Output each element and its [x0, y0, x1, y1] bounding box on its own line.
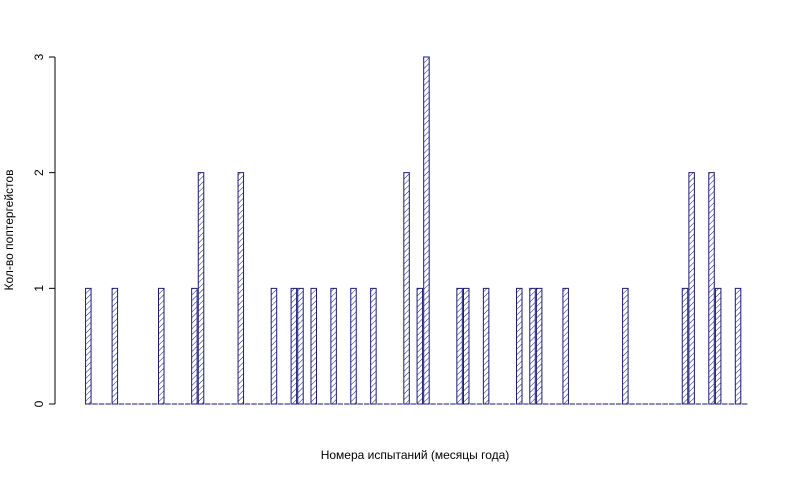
bar [516, 287, 523, 405]
bar [310, 287, 317, 405]
bar [237, 172, 245, 405]
y-tick-label: 1 [32, 285, 46, 292]
bar [622, 287, 629, 405]
bar [482, 287, 490, 405]
bar [197, 172, 205, 405]
bar [681, 287, 689, 405]
bar [403, 172, 410, 405]
bar [270, 287, 278, 405]
y-tick-label: 3 [32, 53, 46, 60]
y-axis-title: Кол-во поптергейстов [2, 170, 16, 291]
bar [462, 287, 470, 405]
bar [562, 287, 569, 405]
bar [734, 287, 742, 405]
bar [157, 287, 165, 405]
bar [423, 56, 430, 405]
bar [350, 287, 357, 405]
bar [708, 172, 715, 405]
y-tick-label: 0 [32, 400, 46, 407]
bar [111, 287, 119, 405]
bar [297, 287, 304, 405]
bar [688, 172, 695, 405]
bar [191, 287, 198, 405]
x-axis-title: Номера испытаний (месяцы года) [321, 448, 510, 462]
bar [330, 287, 337, 405]
bar [714, 287, 722, 405]
bar [416, 287, 424, 405]
y-tick-label: 2 [32, 169, 46, 176]
bar [535, 287, 543, 405]
bar [370, 287, 377, 405]
bar [85, 287, 92, 405]
bar [529, 287, 536, 405]
bar [456, 287, 463, 405]
bar [290, 287, 298, 405]
